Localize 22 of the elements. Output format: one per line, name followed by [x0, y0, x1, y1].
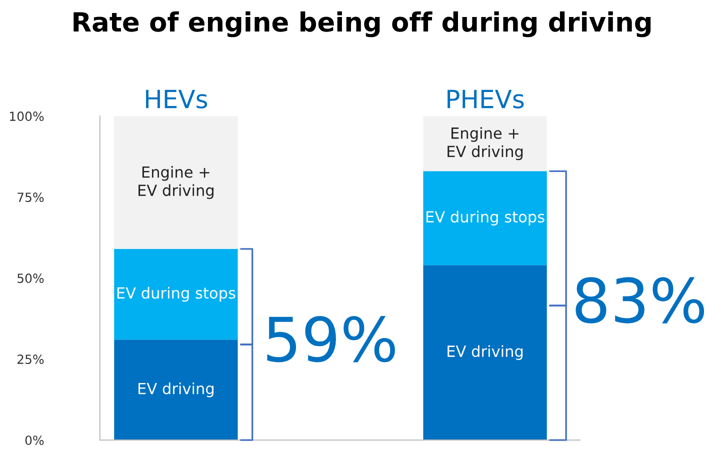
- text: EV during stops: [117, 286, 236, 302]
- bar: [423, 265, 547, 440]
- text: EV driving: [448, 345, 523, 360]
- bar: [114, 248, 238, 340]
- y-tick-label: 100%: [10, 112, 44, 122]
- text: Engine + EV driving: [138, 166, 214, 200]
- x-tick-label: HEVs: [146, 90, 208, 108]
- bar: [114, 116, 238, 249]
- x-tick-label: PHEVs: [448, 90, 524, 108]
- y-tick-label: 25%: [17, 354, 44, 364]
- bar: [114, 340, 238, 440]
- bar: [423, 171, 547, 266]
- annotation: 59%: [267, 316, 395, 362]
- series-label: EV driving: [138, 382, 214, 398]
- y-tick-label: 50%: [18, 274, 44, 284]
- y-tick-label: 75%: [18, 192, 44, 202]
- series-label: Engine + EV driving: [448, 127, 523, 160]
- chart-title: Rate of engine being off during driving: [74, 11, 651, 38]
- annotation: 83%: [576, 277, 704, 324]
- bar: [423, 116, 547, 172]
- series-label: EV during stops: [426, 210, 544, 226]
- y-tick-label: 0%: [25, 436, 44, 446]
